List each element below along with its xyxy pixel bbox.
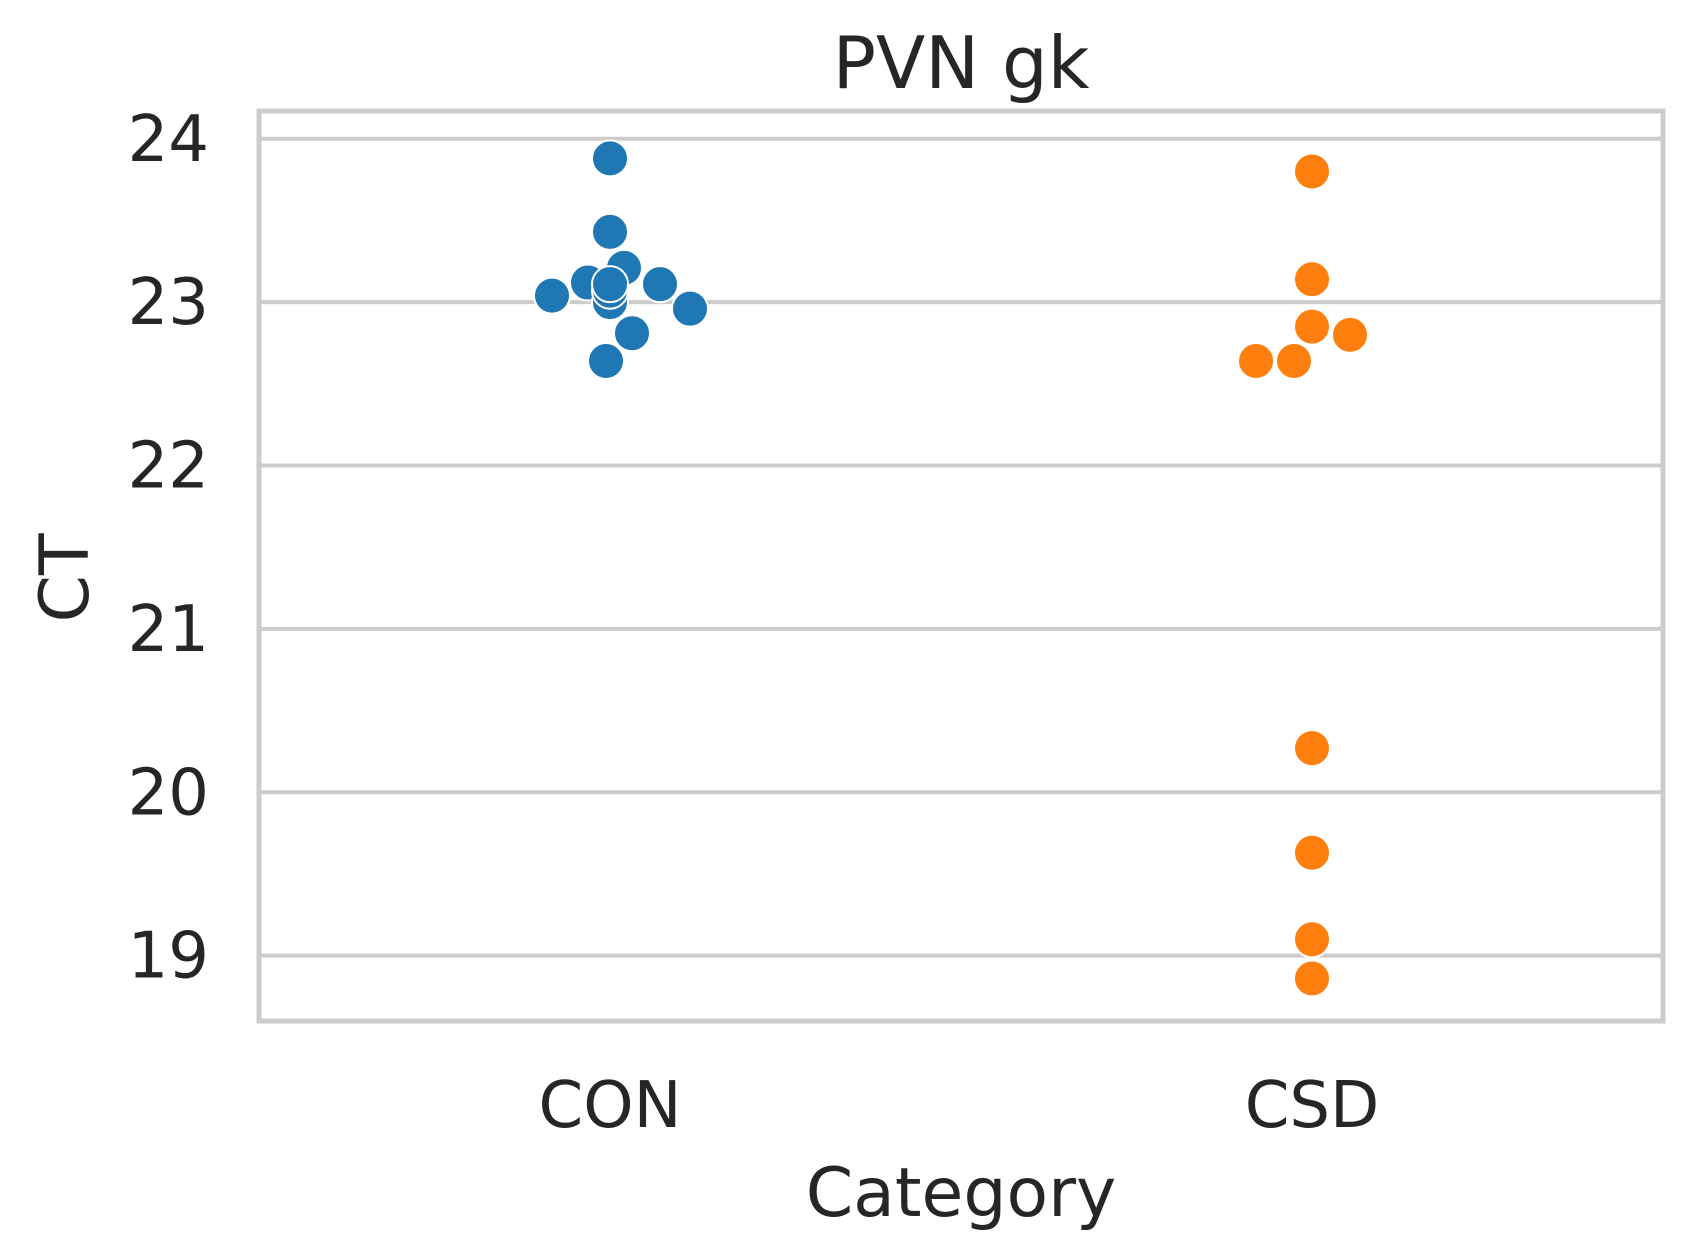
y-axis-label: CT bbox=[26, 533, 105, 622]
data-point-csd bbox=[1293, 833, 1331, 872]
chart-title: PVN gk bbox=[833, 21, 1090, 105]
data-point-con bbox=[591, 139, 629, 178]
y-tick-label: 22 bbox=[128, 430, 209, 504]
data-point-con bbox=[671, 289, 709, 328]
data-point-csd bbox=[1293, 920, 1331, 959]
data-points bbox=[533, 139, 1369, 998]
data-point-csd bbox=[1237, 341, 1275, 380]
y-tick-label: 20 bbox=[128, 756, 209, 830]
data-point-csd bbox=[1275, 341, 1313, 380]
data-point-con bbox=[591, 212, 629, 251]
x-axis-label: Category bbox=[806, 1154, 1117, 1233]
y-tick-label: 24 bbox=[128, 103, 209, 177]
x-tick-labels: CON CSD bbox=[539, 1069, 1380, 1143]
y-tick-labels: 19 20 21 22 23 24 bbox=[128, 103, 209, 994]
data-point-con bbox=[641, 265, 679, 304]
y-tick-label: 19 bbox=[128, 920, 209, 994]
data-point-csd bbox=[1331, 315, 1369, 354]
y-tick-label: 23 bbox=[128, 266, 209, 340]
data-point-con bbox=[591, 265, 629, 304]
data-point-csd bbox=[1293, 729, 1331, 768]
grid-lines bbox=[259, 136, 1663, 958]
x-tick-label: CON bbox=[539, 1069, 682, 1143]
x-tick-label: CSD bbox=[1245, 1069, 1380, 1143]
data-point-csd bbox=[1293, 260, 1331, 299]
data-point-con bbox=[533, 276, 571, 315]
y-tick-label: 21 bbox=[128, 593, 209, 667]
plot-frame bbox=[256, 108, 1666, 1024]
data-point-csd bbox=[1293, 959, 1331, 998]
data-point-csd bbox=[1293, 307, 1331, 346]
data-point-csd bbox=[1293, 152, 1331, 191]
data-point-con bbox=[613, 314, 651, 353]
data-point-con bbox=[587, 341, 625, 380]
